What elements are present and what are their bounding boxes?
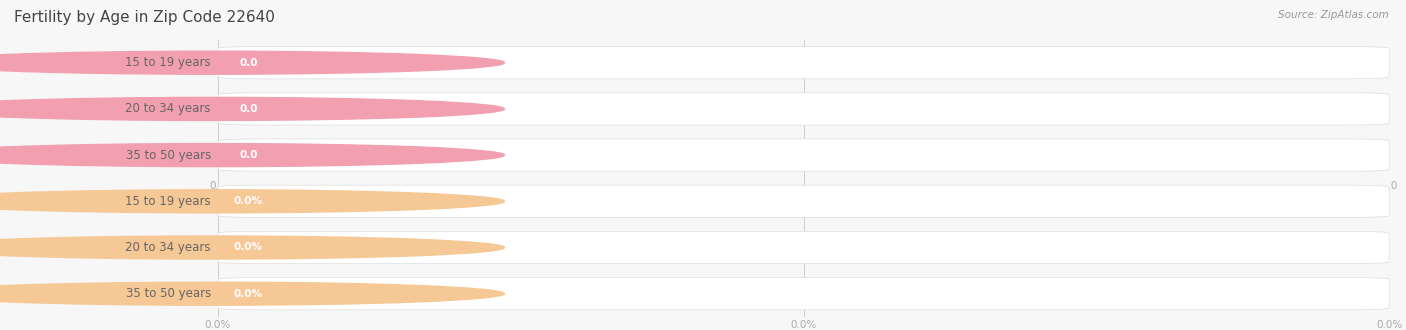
Circle shape bbox=[0, 97, 505, 120]
FancyBboxPatch shape bbox=[218, 231, 1389, 264]
Circle shape bbox=[0, 51, 505, 74]
Text: Fertility by Age in Zip Code 22640: Fertility by Age in Zip Code 22640 bbox=[14, 10, 276, 25]
Text: 15 to 19 years: 15 to 19 years bbox=[125, 56, 211, 69]
FancyBboxPatch shape bbox=[218, 192, 278, 211]
FancyBboxPatch shape bbox=[218, 278, 1389, 310]
Text: 0.0%: 0.0% bbox=[233, 196, 263, 206]
FancyBboxPatch shape bbox=[218, 146, 278, 164]
Circle shape bbox=[0, 282, 505, 305]
Text: 20 to 34 years: 20 to 34 years bbox=[125, 241, 211, 254]
Text: 0.0: 0.0 bbox=[239, 58, 257, 68]
FancyBboxPatch shape bbox=[218, 238, 278, 257]
Text: 35 to 50 years: 35 to 50 years bbox=[125, 148, 211, 162]
Circle shape bbox=[0, 190, 505, 213]
Circle shape bbox=[0, 236, 505, 259]
FancyBboxPatch shape bbox=[218, 93, 1389, 125]
Text: 0.0: 0.0 bbox=[239, 104, 257, 114]
Text: 0.0: 0.0 bbox=[239, 150, 257, 160]
Text: Source: ZipAtlas.com: Source: ZipAtlas.com bbox=[1278, 10, 1389, 20]
FancyBboxPatch shape bbox=[218, 47, 1389, 79]
Text: 35 to 50 years: 35 to 50 years bbox=[125, 287, 211, 300]
FancyBboxPatch shape bbox=[218, 100, 278, 118]
FancyBboxPatch shape bbox=[218, 53, 278, 72]
FancyBboxPatch shape bbox=[218, 185, 1389, 217]
Text: 20 to 34 years: 20 to 34 years bbox=[125, 102, 211, 115]
Text: 0.0%: 0.0% bbox=[233, 243, 263, 252]
Text: 0.0%: 0.0% bbox=[233, 289, 263, 299]
Text: 15 to 19 years: 15 to 19 years bbox=[125, 195, 211, 208]
Circle shape bbox=[0, 144, 505, 167]
FancyBboxPatch shape bbox=[218, 139, 1389, 171]
FancyBboxPatch shape bbox=[218, 284, 278, 303]
